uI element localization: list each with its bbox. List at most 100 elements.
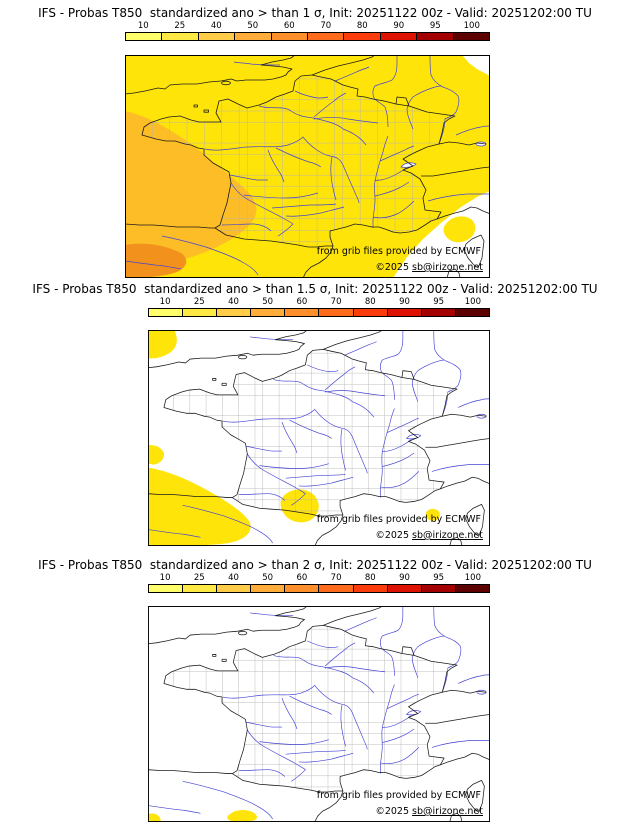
colorbar-segment <box>284 309 319 316</box>
colorbar-segment <box>284 585 319 592</box>
colorbar-ticks: 10 25 40 50 60 70 80 90 95 100 <box>148 297 490 308</box>
prob-patch-west-edge <box>148 445 165 465</box>
prob-patch-biscay-southwest <box>148 467 251 546</box>
colorbar-tick-label: 70 <box>330 573 342 583</box>
colorbar-segment <box>270 33 308 40</box>
map-france: from grib files provided by ECMWF ©2025 … <box>148 330 490 546</box>
colorbar-tick-label: 60 <box>296 573 308 583</box>
prob-40-60-southwest <box>125 111 257 269</box>
colorbar-segment <box>352 309 387 316</box>
colorbar-tick-label: 70 <box>320 21 332 31</box>
below-10-northeast <box>462 55 490 76</box>
colorbar-tick-label: 40 <box>228 297 239 307</box>
colorbar-segment <box>386 309 421 316</box>
map-france: from grib files provided by ECMWF ©2025 … <box>148 606 490 822</box>
map-svg <box>125 55 490 278</box>
probability-fill-regions <box>148 809 258 822</box>
panel-sigma-1-5: IFS - Probas T850 standardized ano > tha… <box>0 276 630 552</box>
panel-sigma-2: IFS - Probas T850 standardized ano > tha… <box>0 552 630 828</box>
colorbar-tick-label: 100 <box>463 21 480 31</box>
colorbar-segment <box>420 585 455 592</box>
data-source-note: from grib files provided by ECMWF <box>316 246 481 257</box>
colorbar-segment <box>250 585 285 592</box>
colorbar-gradient <box>125 32 490 41</box>
colorbar-tick-label: 10 <box>159 573 171 583</box>
map-frame <box>148 606 490 822</box>
prob-10-40-po-valley <box>443 216 476 243</box>
copyright-year: ©2025 <box>375 262 413 273</box>
colorbar-tick-label: 80 <box>364 297 376 307</box>
map-background <box>148 606 490 822</box>
copyright-year: ©2025 <box>375 806 413 817</box>
colorbar-segment <box>452 33 490 40</box>
probability-fill-regions <box>148 330 440 546</box>
map-svg <box>148 330 490 546</box>
colorbar-tick-label: 40 <box>228 573 239 583</box>
map-frame <box>148 330 490 546</box>
map-svg <box>148 606 490 822</box>
map-frame <box>125 55 490 278</box>
colorbar-segment <box>161 33 198 40</box>
copyright-note: ©2025 sb@irizone.net <box>375 530 483 541</box>
panel-title: IFS - Probas T850 standardized ano > tha… <box>38 6 592 20</box>
colorbar-segment <box>126 33 162 40</box>
data-source-note: from grib files provided by ECMWF <box>316 514 481 525</box>
colorbar-tick-label: 10 <box>159 297 171 307</box>
map-france: from grib files provided by ECMWF ©2025 … <box>125 55 490 278</box>
colorbar-gradient <box>148 584 490 593</box>
panel-title: IFS - Probas T850 standardized ano > tha… <box>32 282 598 296</box>
colorbar-segment <box>352 585 387 592</box>
colorbar-segment <box>182 309 217 316</box>
copyright-link[interactable]: sb@irizone.net <box>412 530 483 541</box>
panel-sigma-1: IFS - Probas T850 standardized ano > tha… <box>0 0 630 278</box>
prob-patch-northwest-corner <box>148 330 177 359</box>
colorbar-tick-label: 95 <box>433 297 445 307</box>
prob-patch-pyrenees-south <box>227 809 258 822</box>
below-10-southeast <box>393 191 490 278</box>
colorbar-tick-label: 70 <box>330 297 342 307</box>
colorbar: 10 25 40 50 60 70 80 90 95 100 <box>148 573 490 593</box>
prob-patch-southwest-corner <box>148 813 162 822</box>
colorbar-tick-label: 95 <box>429 21 441 31</box>
colorbar-tick-label: 25 <box>193 573 205 583</box>
colorbar-segment <box>197 33 235 40</box>
copyright-link[interactable]: sb@irizone.net <box>412 806 483 817</box>
colorbar-segment <box>149 585 183 592</box>
colorbar-segment <box>216 585 251 592</box>
colorbar-ticks: 10 25 40 50 60 70 80 90 95 100 <box>125 21 490 32</box>
colorbar-segment <box>420 309 455 316</box>
colorbar-segment <box>216 309 251 316</box>
colorbar-segment <box>454 309 489 316</box>
colorbar-tick-label: 50 <box>262 573 274 583</box>
colorbar-segment <box>454 585 489 592</box>
colorbar-tick-label: 60 <box>283 21 295 31</box>
copyright-link[interactable]: sb@irizone.net <box>412 262 483 273</box>
copyright-year: ©2025 <box>375 530 413 541</box>
colorbar-tick-label: 90 <box>399 297 410 307</box>
copyright-note: ©2025 sb@irizone.net <box>375 262 483 273</box>
colorbar-segment <box>416 33 453 40</box>
colorbar-tick-label: 50 <box>247 21 259 31</box>
colorbar: 10 25 40 50 60 70 80 90 95 100 <box>125 21 490 41</box>
prob-60-80-spain <box>125 243 187 278</box>
colorbar-tick-label: 50 <box>262 297 274 307</box>
colorbar-tick-label: 25 <box>174 21 186 31</box>
data-source-note: from grib files provided by ECMWF <box>316 790 481 801</box>
colorbar: 10 25 40 50 60 70 80 90 95 100 <box>148 297 490 317</box>
colorbar-segment <box>307 33 344 40</box>
colorbar-segment <box>250 309 285 316</box>
colorbar-gradient <box>148 308 490 317</box>
colorbar-tick-label: 100 <box>464 297 482 307</box>
probability-fill-regions <box>125 55 490 278</box>
colorbar-segment <box>182 585 217 592</box>
colorbar-tick-label: 40 <box>210 21 222 31</box>
colorbar-tick-label: 95 <box>433 573 445 583</box>
colorbar-tick-label: 90 <box>393 21 405 31</box>
colorbar-segment <box>234 33 271 40</box>
colorbar-tick-label: 60 <box>296 297 308 307</box>
copyright-note: ©2025 sb@irizone.net <box>375 806 483 817</box>
colorbar-segment <box>318 309 353 316</box>
colorbar-segment <box>379 33 417 40</box>
colorbar-tick-label: 100 <box>464 573 482 583</box>
